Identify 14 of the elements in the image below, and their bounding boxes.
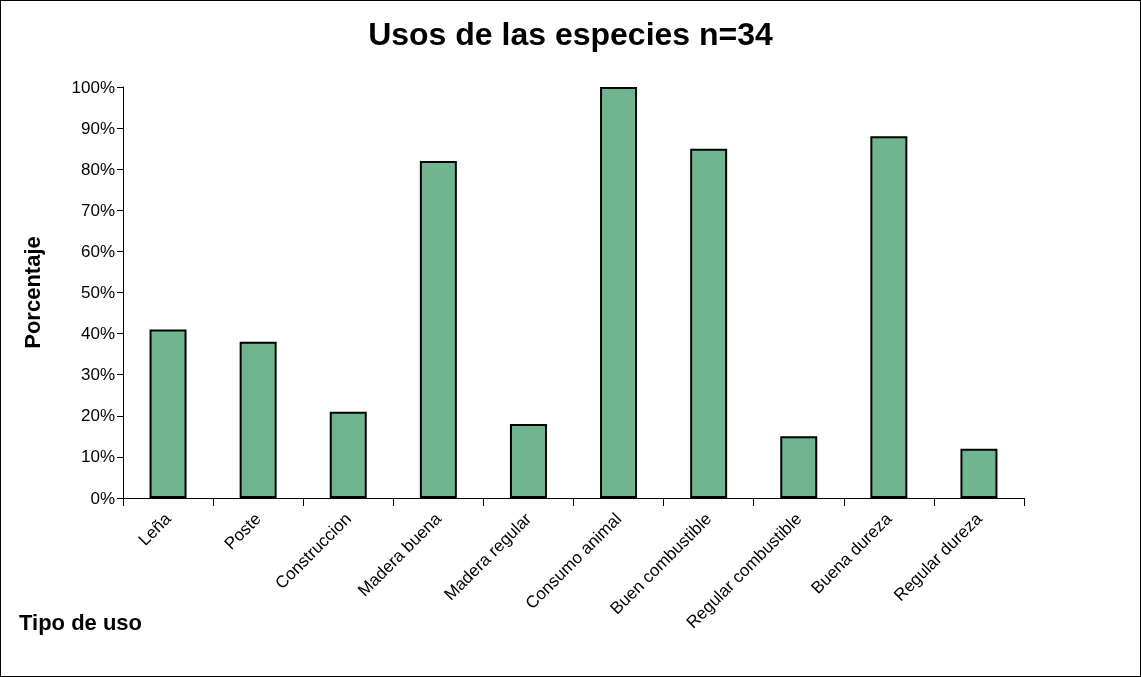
y-tick-label: 70% — [80, 200, 115, 220]
y-tick-label: 20% — [80, 406, 115, 426]
y-axis-title: Porcentaje — [19, 236, 45, 349]
y-tick-label: 80% — [80, 159, 115, 179]
y-tick-label: 0% — [90, 488, 115, 508]
y-tick-label: 40% — [80, 324, 115, 344]
chart-title: Usos de las especies n=34 — [368, 16, 774, 52]
y-tick-label: 100% — [71, 77, 115, 97]
y-tick-label: 50% — [80, 283, 115, 302]
y-tick-label: 60% — [80, 241, 115, 261]
y-tick-label: 10% — [80, 447, 115, 467]
y-tick-label: 90% — [80, 118, 115, 138]
x-axis-title: Tipo de uso — [19, 609, 143, 635]
y-tick-label: 30% — [80, 365, 115, 385]
